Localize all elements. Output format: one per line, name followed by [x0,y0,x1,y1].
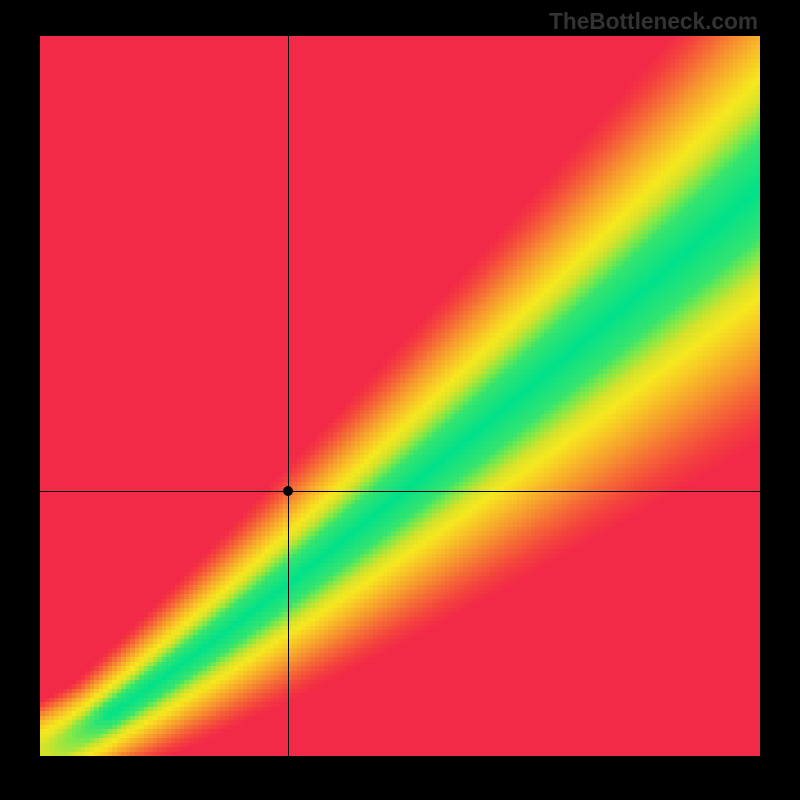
heatmap-plot-area [40,36,760,756]
heatmap-canvas [40,36,760,756]
chart-container: TheBottleneck.com [0,0,800,800]
watermark-text: TheBottleneck.com [549,8,758,35]
crosshair-vertical [288,36,289,756]
crosshair-horizontal [40,491,760,492]
data-point-marker [283,486,293,496]
